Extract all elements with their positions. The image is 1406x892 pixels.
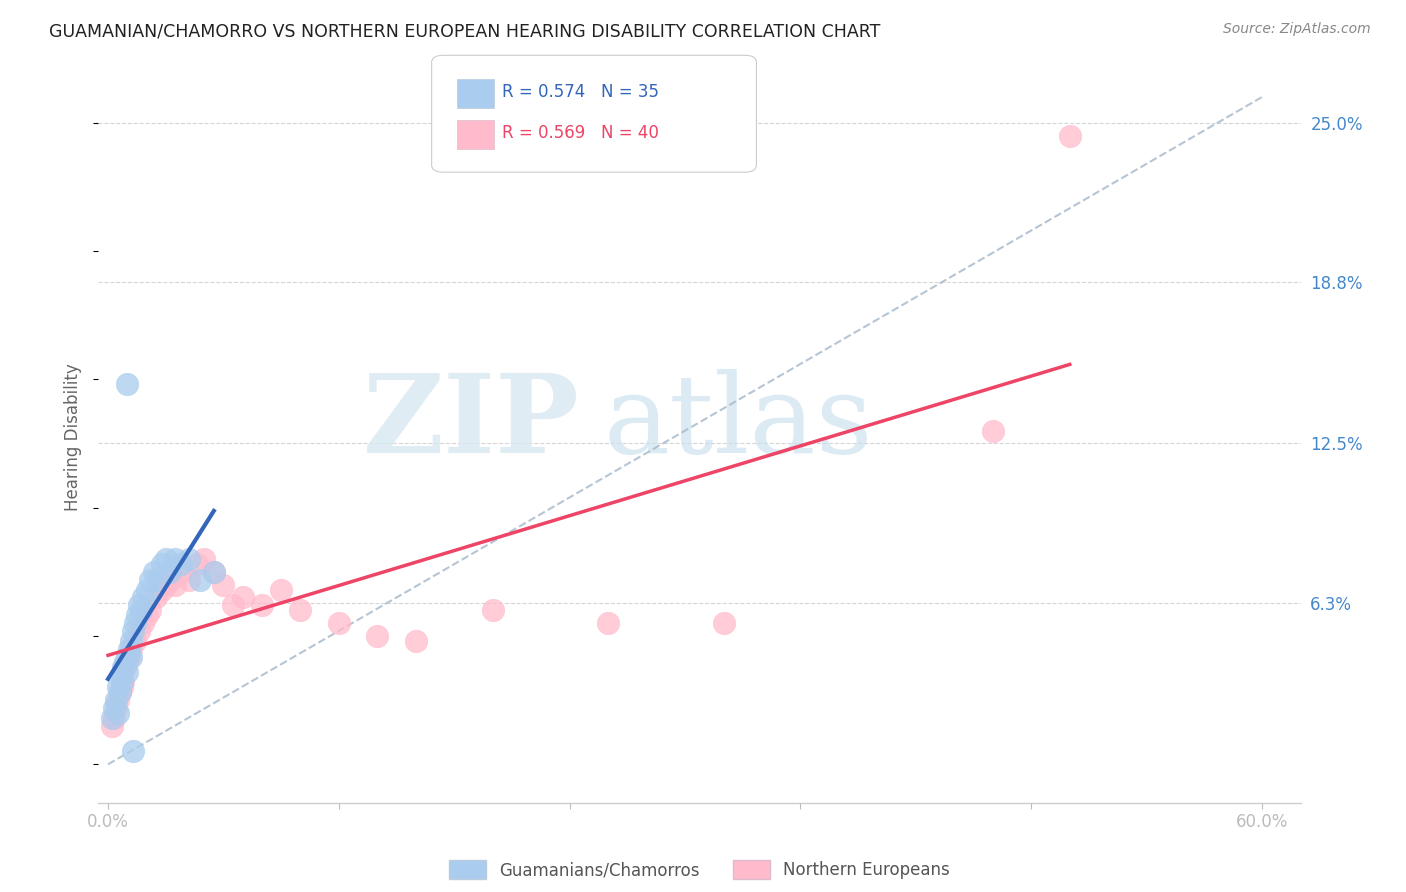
Point (139, 573, 162, 587)
Point (114, 660, 136, 674)
Point (103, 711, 125, 725)
Point (107, 706, 129, 720)
Point (110, 667, 132, 681)
Point (165, 577, 187, 591)
Point (101, 711, 124, 725)
Text: ZIP: ZIP (363, 369, 579, 476)
Point (202, 565, 225, 579)
Point (104, 701, 127, 715)
Text: R = 0.569   N = 40: R = 0.569 N = 40 (502, 124, 659, 142)
Point (118, 641, 141, 656)
Point (104, 693, 127, 707)
Point (193, 552, 215, 566)
Point (122, 624, 145, 638)
Point (232, 591, 254, 605)
Point (159, 573, 181, 587)
Point (1059, 128, 1081, 143)
Point (405, 634, 427, 648)
Point (598, 616, 620, 631)
Point (250, 598, 273, 612)
Point (107, 681, 129, 695)
Point (124, 634, 146, 648)
Text: R = 0.574   N = 35: R = 0.574 N = 35 (502, 83, 659, 101)
Point (981, 424, 1004, 438)
Text: GUAMANIAN/CHAMORRO VS NORTHERN EUROPEAN HEARING DISABILITY CORRELATION CHART: GUAMANIAN/CHAMORRO VS NORTHERN EUROPEAN … (49, 22, 880, 40)
Point (118, 649, 141, 664)
Point (120, 649, 142, 664)
Text: atlas: atlas (603, 369, 873, 476)
Point (713, 616, 735, 631)
Point (120, 634, 142, 648)
Point (108, 685, 131, 699)
Legend: Guamanians/Chamorros, Northern Europeans: Guamanians/Chamorros, Northern Europeans (443, 854, 956, 886)
Point (114, 655, 136, 669)
Point (128, 624, 150, 638)
Point (110, 675, 132, 690)
Point (270, 582, 292, 597)
Point (103, 701, 125, 715)
Point (212, 577, 235, 591)
Point (143, 565, 166, 579)
Point (101, 719, 124, 733)
Point (120, 641, 142, 656)
Point (186, 557, 208, 571)
Point (366, 629, 388, 643)
Point (139, 603, 162, 617)
Point (117, 665, 139, 679)
Point (328, 616, 350, 631)
Y-axis label: Hearing Disability: Hearing Disability (65, 363, 83, 511)
Point (190, 573, 212, 587)
Point (122, 744, 145, 758)
Point (129, 603, 152, 617)
Point (170, 557, 193, 571)
Point (135, 608, 157, 623)
Point (110, 681, 132, 695)
Point (145, 591, 167, 605)
Point (112, 660, 135, 674)
Point (112, 675, 135, 690)
Text: Source: ZipAtlas.com: Source: ZipAtlas.com (1223, 22, 1371, 37)
Point (124, 616, 146, 631)
Point (131, 616, 153, 631)
Point (481, 603, 503, 617)
Point (150, 557, 173, 571)
Point (146, 573, 169, 587)
Point (159, 565, 181, 579)
Point (165, 552, 187, 566)
Point (177, 552, 200, 566)
Point (170, 565, 193, 579)
Point (117, 649, 139, 664)
Point (222, 598, 245, 612)
Point (177, 573, 200, 587)
Point (125, 608, 148, 623)
Point (131, 591, 153, 605)
Point (128, 598, 150, 612)
Point (117, 655, 139, 669)
Point (150, 582, 173, 597)
Point (107, 693, 129, 707)
Point (202, 565, 225, 579)
Point (155, 552, 177, 566)
Point (117, 377, 139, 392)
Point (155, 577, 177, 591)
Point (135, 582, 157, 597)
Point (108, 685, 131, 699)
Point (290, 603, 312, 617)
